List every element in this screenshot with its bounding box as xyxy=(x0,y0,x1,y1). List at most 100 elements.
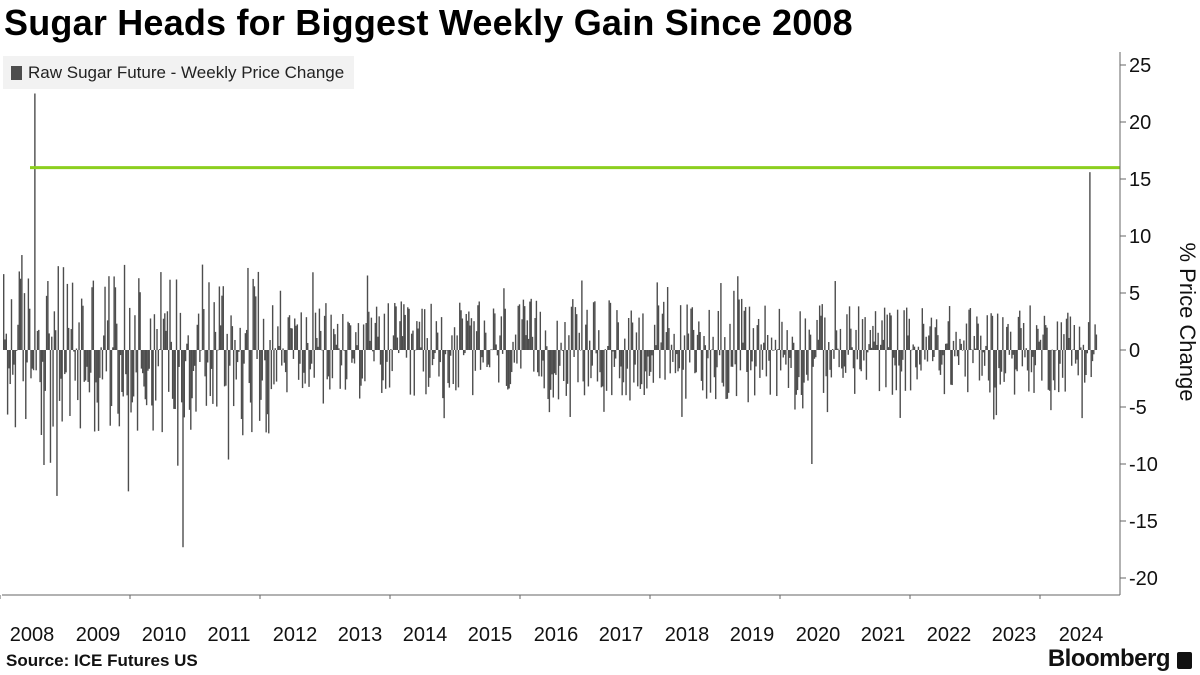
y-tick-label: 5 xyxy=(1129,283,1140,305)
bar xyxy=(405,350,408,358)
bar xyxy=(702,350,704,391)
bar xyxy=(577,350,579,383)
bar xyxy=(234,339,236,350)
bar xyxy=(490,349,492,350)
bar xyxy=(19,278,22,350)
bar xyxy=(335,344,338,350)
bar xyxy=(903,310,905,350)
bar xyxy=(630,310,632,350)
bar xyxy=(631,322,634,350)
bar xyxy=(1082,344,1085,350)
bar xyxy=(967,350,969,393)
bar xyxy=(812,350,814,367)
bar xyxy=(887,347,890,350)
bar xyxy=(153,314,156,350)
bar xyxy=(114,287,117,350)
bar xyxy=(1047,350,1050,390)
bar xyxy=(79,350,82,429)
bar xyxy=(230,315,232,350)
bar xyxy=(1007,323,1009,350)
bar xyxy=(534,318,536,350)
bar xyxy=(717,310,720,350)
bar xyxy=(483,320,486,350)
bar xyxy=(929,326,931,350)
bar xyxy=(449,350,452,356)
bar xyxy=(612,350,614,352)
bar xyxy=(166,311,169,350)
bar xyxy=(911,349,913,351)
bar xyxy=(227,350,230,460)
bar xyxy=(959,338,961,350)
bar xyxy=(436,332,439,350)
y-tick-label: 15 xyxy=(1129,169,1151,191)
bar xyxy=(204,350,206,377)
bar xyxy=(296,324,299,350)
bar xyxy=(200,350,202,351)
bar xyxy=(939,350,942,375)
bar xyxy=(1071,350,1073,366)
bar xyxy=(611,350,613,396)
bar xyxy=(807,350,809,381)
bar xyxy=(247,267,249,350)
legend-label: Raw Sugar Future - Weekly Price Change xyxy=(28,62,345,82)
bar xyxy=(82,305,84,350)
bar xyxy=(460,310,462,350)
bar xyxy=(696,334,699,350)
bar xyxy=(229,350,231,366)
bar xyxy=(756,325,758,350)
bar xyxy=(152,350,154,431)
bar xyxy=(477,305,479,350)
bar xyxy=(668,328,670,350)
bar xyxy=(312,272,314,350)
bar xyxy=(904,350,907,391)
bar xyxy=(920,350,922,371)
bar xyxy=(854,350,856,394)
bar xyxy=(1037,328,1039,350)
bar xyxy=(735,350,738,397)
bar xyxy=(648,350,651,376)
bar xyxy=(546,346,548,350)
bar xyxy=(9,350,11,385)
bar xyxy=(935,319,938,350)
bar xyxy=(798,350,800,378)
bar xyxy=(446,350,448,351)
bar xyxy=(1085,350,1087,376)
bar xyxy=(83,350,85,382)
bar xyxy=(491,349,493,351)
bar xyxy=(813,350,816,359)
bar xyxy=(216,350,218,407)
bar xyxy=(1051,349,1053,351)
bar xyxy=(433,350,435,360)
bar xyxy=(639,350,642,389)
bar xyxy=(586,309,588,350)
bar xyxy=(1042,334,1044,350)
bar xyxy=(789,350,791,358)
bar xyxy=(423,309,426,350)
bar xyxy=(601,350,604,387)
bar xyxy=(127,350,130,492)
bar xyxy=(782,350,784,358)
bar xyxy=(595,350,597,354)
bar xyxy=(386,350,388,362)
bar xyxy=(704,345,707,350)
bar xyxy=(232,350,235,407)
bar xyxy=(724,337,726,350)
bar xyxy=(700,350,703,381)
bar xyxy=(212,350,214,404)
bar xyxy=(357,323,360,350)
bar xyxy=(626,350,629,369)
bar xyxy=(301,350,304,389)
bar xyxy=(987,350,990,381)
bar xyxy=(907,335,909,350)
bar xyxy=(559,350,561,366)
bar xyxy=(592,302,595,350)
bar xyxy=(322,350,325,404)
bar xyxy=(715,350,717,400)
bar xyxy=(772,350,774,351)
bar xyxy=(685,350,687,399)
bar xyxy=(933,350,935,357)
bar xyxy=(74,350,76,381)
bar xyxy=(186,343,188,350)
bar xyxy=(644,350,647,372)
bar xyxy=(417,328,419,350)
